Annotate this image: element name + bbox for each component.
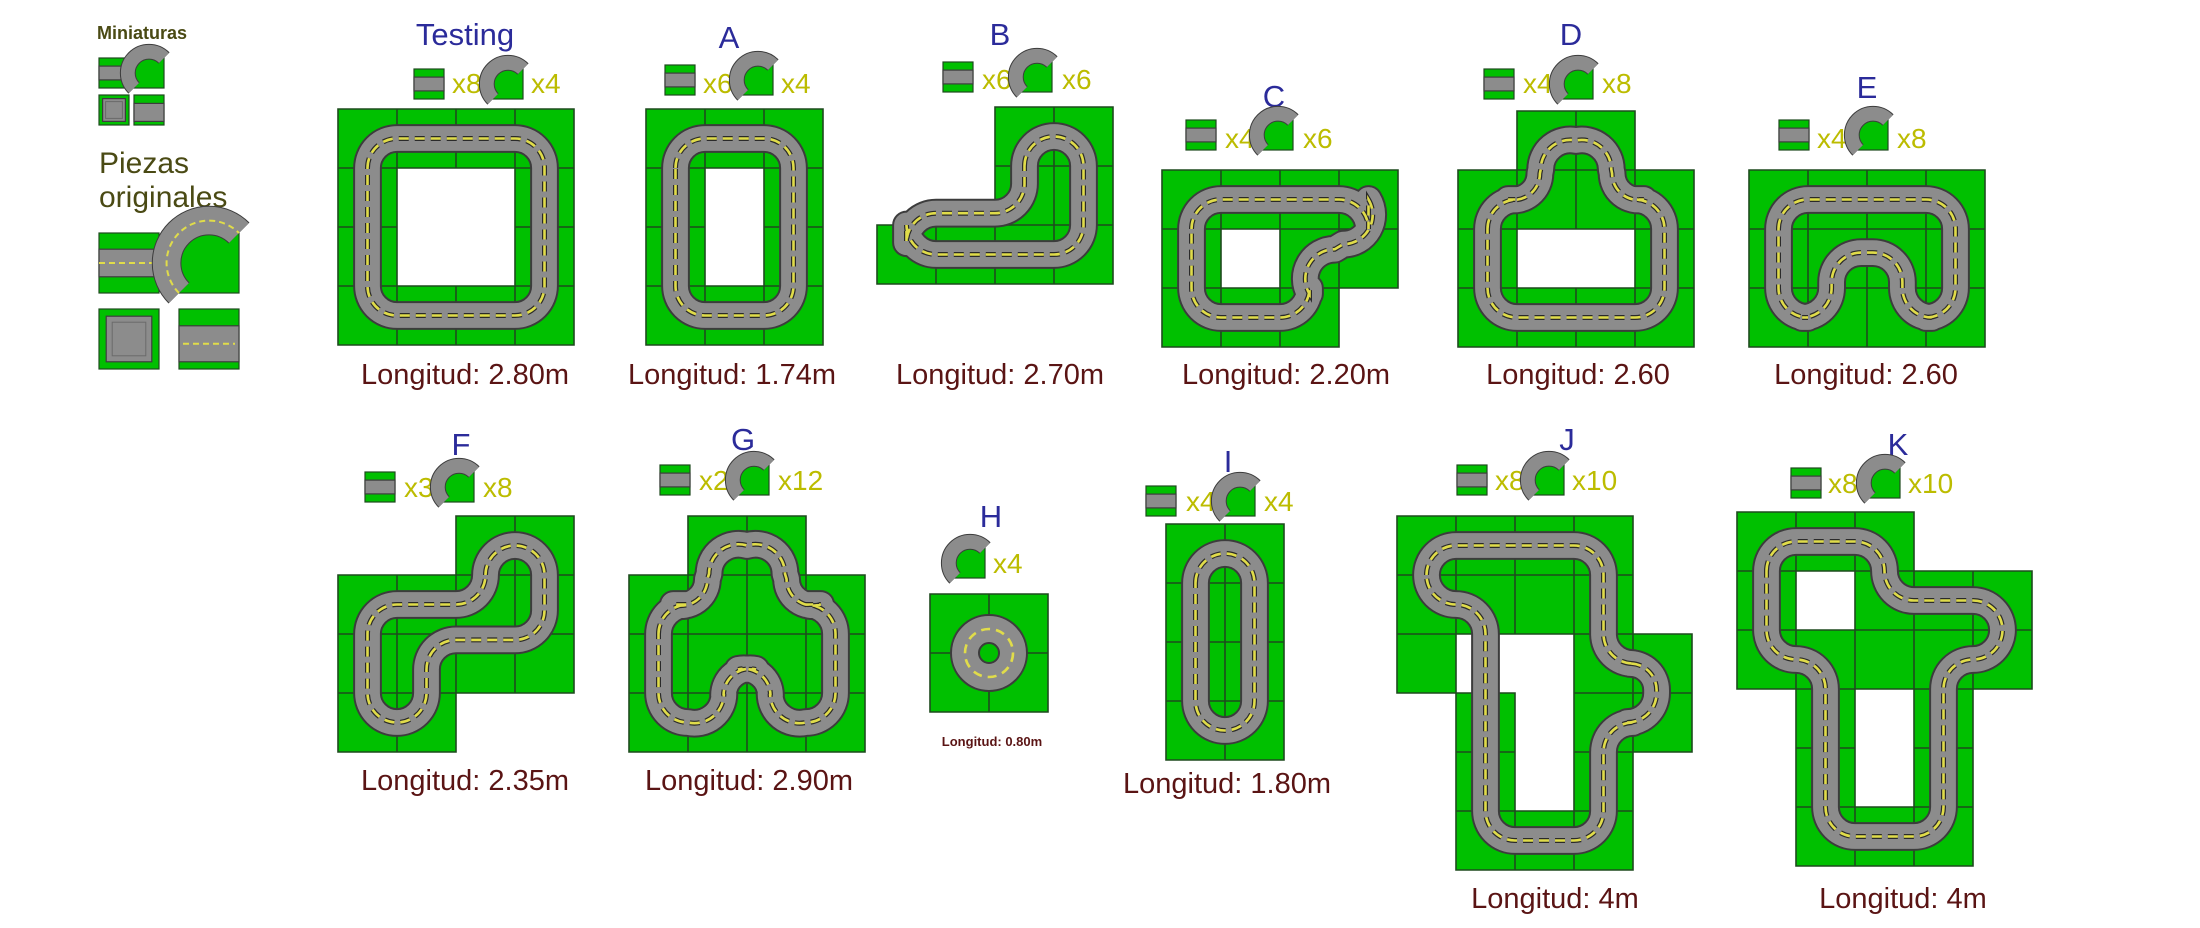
track-title-k: K [1887, 427, 1909, 462]
track-length-i: Longitud: 1.80m [1123, 768, 1331, 800]
thumb-curve-piece [119, 43, 170, 94]
thumbnails-label: Miniaturas [97, 23, 188, 43]
straight-piece-icon [1483, 68, 1515, 100]
straight-count: x6 [982, 64, 1012, 95]
curve-piece-icon [429, 457, 480, 508]
curve-piece-icon [1548, 54, 1599, 105]
curve-count: x4 [993, 548, 1023, 579]
curve-piece-icon [1210, 471, 1261, 522]
track-length-g: Longitud: 2.90m [645, 765, 853, 797]
thumb-square-piece [98, 94, 130, 126]
curve-piece-icon [1843, 105, 1894, 156]
straight-piece-icon [1790, 467, 1822, 499]
curve-piece-icon [1855, 453, 1906, 504]
curve-count: x10 [1908, 468, 1954, 499]
track-length-h: Longitud: 0.80m [941, 734, 1043, 749]
curve-piece-icon [1519, 450, 1570, 501]
track-title-j: J [1559, 422, 1575, 457]
track-title-e: E [1856, 70, 1878, 105]
straight-count: x8 [1495, 465, 1525, 496]
straight-count: x3 [404, 472, 434, 503]
track-title-f: F [451, 427, 471, 462]
original-edge-piece [178, 308, 240, 370]
track-title-c: C [1262, 79, 1286, 114]
track-j-diagram [1396, 515, 1693, 871]
track-title-d: D [1559, 17, 1583, 52]
track-title-b: B [989, 17, 1011, 52]
curve-count: x4 [1264, 486, 1294, 517]
original-curve-piece [151, 205, 250, 304]
curve-count: x8 [1602, 68, 1632, 99]
curve-piece-icon [724, 450, 775, 501]
straight-count: x2 [699, 465, 729, 496]
originals-label-line1: Piezas [99, 147, 190, 180]
straight-piece-icon [364, 471, 396, 503]
curve-count: x8 [1897, 123, 1927, 154]
curve-piece-icon [1248, 105, 1299, 156]
track-length-testing: Longitud: 2.80m [361, 359, 569, 391]
track-b-diagram [876, 106, 1114, 285]
straight-piece-icon [413, 68, 445, 100]
track-h-diagram [929, 593, 1049, 713]
straight-piece-icon [659, 464, 691, 496]
curve-piece-icon [478, 54, 529, 105]
track-length-a: Longitud: 1.74m [628, 359, 836, 391]
track-title-g: G [730, 422, 756, 457]
track-length-j: Longitud: 4m [1471, 883, 1639, 915]
straight-count: x4 [1523, 68, 1553, 99]
straight-count: x4 [1817, 123, 1847, 154]
track-length-d: Longitud: 2.60 [1486, 359, 1670, 391]
track-length-k: Longitud: 4m [1819, 883, 1987, 915]
track-testing-diagram [337, 108, 575, 346]
track-length-f: Longitud: 2.35m [361, 765, 569, 797]
track-f-diagram [337, 515, 575, 753]
original-straight-piece [98, 232, 160, 294]
curve-count: x10 [1572, 465, 1618, 496]
straight-piece-icon [1145, 485, 1177, 517]
track-length-b: Longitud: 2.70m [896, 359, 1104, 391]
track-a-diagram [645, 108, 824, 346]
curve-piece-icon [940, 533, 991, 584]
curve-count: x6 [1303, 123, 1333, 154]
straight-count: x4 [1186, 486, 1216, 517]
straight-piece-icon [1778, 119, 1810, 151]
track-k-diagram [1736, 511, 2033, 867]
straight-piece-icon [664, 64, 696, 96]
straight-count: x6 [703, 68, 733, 99]
track-title-i: I [1223, 444, 1233, 479]
track-length-e: Longitud: 2.60 [1774, 359, 1958, 391]
straight-piece-icon [1456, 464, 1488, 496]
curve-count: x4 [531, 68, 561, 99]
curve-count: x8 [483, 472, 513, 503]
straight-piece-icon [1185, 119, 1217, 151]
track-g-diagram [628, 515, 866, 753]
track-title-testing: Testing [415, 17, 515, 52]
track-length-c: Longitud: 2.20m [1182, 359, 1390, 391]
curve-piece-icon [728, 50, 779, 101]
track-d-diagram [1457, 110, 1695, 348]
straight-count: x8 [1828, 468, 1858, 499]
track-c-diagram [1161, 169, 1399, 348]
straight-piece-icon [942, 61, 974, 93]
curve-piece-icon [1007, 47, 1058, 98]
curve-count: x4 [781, 68, 811, 99]
straight-count: x8 [452, 68, 482, 99]
track-title-a: A [718, 20, 740, 55]
track-e-diagram [1748, 169, 1986, 348]
thumb-edge-piece [133, 94, 165, 126]
track-title-h: H [979, 499, 1003, 534]
original-square-piece [98, 308, 160, 370]
curve-count: x12 [778, 465, 824, 496]
curve-count: x6 [1062, 64, 1092, 95]
track-i-diagram [1165, 523, 1285, 761]
